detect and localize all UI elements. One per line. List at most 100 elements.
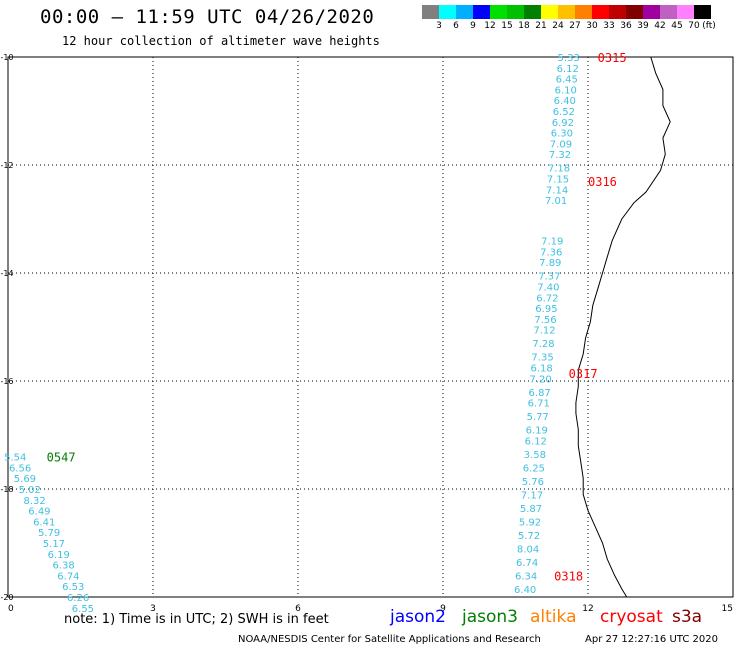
wave-height-label: 7.37 — [538, 272, 560, 283]
y-tick-label: -18 — [0, 485, 13, 494]
wave-height-label: 6.95 — [535, 304, 557, 315]
wave-height-label: 6.72 — [536, 293, 558, 304]
y-tick-label: -10 — [0, 53, 13, 62]
wave-height-label: 5.79 — [38, 528, 60, 539]
y-tick-label: -20 — [0, 593, 13, 602]
wave-height-label: 6.74 — [516, 558, 538, 569]
x-tick-label: 0 — [8, 604, 14, 614]
scale-label: 42 — [654, 21, 666, 31]
footer-credit: NOAA/NESDIS Center for Satellite Applica… — [238, 634, 541, 645]
wave-height-label: 6.30 — [551, 129, 573, 140]
wave-height-label: 6.53 — [62, 582, 84, 593]
footer-timestamp: Apr 27 12:27:16 UTC 2020 — [585, 634, 718, 645]
scale-label: 33 — [603, 21, 615, 31]
wave-height-label: 6.10 — [555, 85, 577, 96]
scale-swatch — [490, 5, 507, 19]
scale-label: 18 — [518, 21, 530, 31]
wave-height-label: 6.41 — [33, 517, 55, 528]
scale-swatch — [473, 5, 490, 19]
wave-height-label: 7.35 — [531, 353, 553, 364]
x-tick-label: 9 — [440, 604, 446, 614]
scale-swatch — [592, 5, 609, 19]
scale-swatch — [558, 5, 575, 19]
scale-swatch — [660, 5, 677, 19]
wave-height-label: 7.18 — [548, 164, 570, 175]
scale-label: 36 — [620, 21, 632, 31]
wave-height-label: 7.36 — [540, 247, 562, 258]
wave-height-label: 5.87 — [520, 504, 542, 515]
wave-height-label: 6.92 — [552, 118, 574, 129]
pass-time-label: 0315 — [598, 51, 627, 65]
wave-height-label: 6.34 — [515, 571, 537, 582]
wave-height-label: 5.69 — [14, 474, 36, 485]
scale-label: 6 — [453, 21, 459, 31]
wave-height-label: 8.32 — [23, 496, 45, 507]
wave-height-label: 6.52 — [553, 107, 575, 118]
scale-swatch — [677, 5, 694, 19]
wave-height-label: 7.32 — [549, 150, 571, 161]
wave-height-label: 6.38 — [52, 561, 74, 572]
scale-label: 15 — [501, 21, 513, 31]
wave-height-label: 7.12 — [533, 326, 555, 337]
x-tick-label: 3 — [150, 604, 156, 614]
pass-time-label: 0318 — [554, 569, 583, 583]
scale-swatch — [626, 5, 643, 19]
wave-height-label: 7.09 — [550, 139, 572, 150]
pass-time-label: 0316 — [588, 175, 617, 189]
wave-height-label: 7.15 — [547, 175, 569, 186]
scale-label: 45 — [671, 21, 683, 31]
wave-height-label: 5.76 — [522, 477, 544, 488]
scale-swatch — [609, 5, 626, 19]
scale-label: 24 — [552, 21, 564, 31]
wave-height-label: 6.40 — [514, 585, 536, 596]
wave-height-label: 7.19 — [541, 237, 563, 248]
wave-height-label: 6.12 — [525, 436, 547, 447]
x-tick-label: 15 — [722, 604, 733, 614]
pass-time-label: 0317 — [569, 367, 598, 381]
footer-note: note: 1) Time is in UTC; 2) SWH is in fe… — [64, 612, 329, 627]
y-tick-label: -12 — [0, 161, 13, 170]
wave-height-label: 7.17 — [521, 490, 543, 501]
wave-height-label: 6.26 — [67, 593, 89, 604]
scale-label: (ft) — [702, 21, 716, 31]
wave-height-label: 7.01 — [545, 196, 567, 207]
pass-time-label: 0547 — [47, 451, 76, 465]
scale-label: 70 — [688, 21, 700, 31]
wave-height-label: 7.14 — [546, 185, 568, 196]
wave-height-label: 7.20 — [530, 374, 552, 385]
wave-height-label: 7.56 — [534, 315, 556, 326]
scale-swatch — [694, 5, 711, 19]
scale-swatch — [422, 5, 439, 19]
scale-swatch — [507, 5, 524, 19]
scale-label: 3 — [436, 21, 442, 31]
wave-height-label: 7.28 — [532, 339, 554, 350]
scale-swatch — [541, 5, 558, 19]
x-tick-label: 6 — [295, 604, 301, 614]
wave-height-label: 5.33 — [558, 53, 580, 64]
wave-height-label: 7.40 — [537, 283, 559, 294]
plot-frame — [7, 56, 734, 598]
wave-height-label: 7.89 — [539, 258, 561, 269]
wave-height-label: 6.56 — [9, 463, 31, 474]
wave-height-label: 6.55 — [72, 604, 94, 615]
y-tick-label: -14 — [0, 269, 13, 278]
wave-height-label: 6.87 — [529, 388, 551, 399]
scale-label: 30 — [586, 21, 598, 31]
wave-height-label: 6.40 — [554, 96, 576, 107]
scale-swatch — [439, 5, 456, 19]
wave-height-label: 5.72 — [518, 531, 540, 542]
scale-swatch — [456, 5, 473, 19]
wave-height-label: 6.74 — [57, 571, 79, 582]
y-tick-label: -16 — [0, 377, 13, 386]
wave-height-label: 6.19 — [526, 426, 548, 437]
scale-label: 12 — [484, 21, 496, 31]
scale-label: 39 — [637, 21, 649, 31]
scale-swatch — [575, 5, 592, 19]
wave-height-label: 6.71 — [528, 399, 550, 410]
wave-height-label: 5.54 — [4, 453, 26, 464]
legend-altika: altika — [530, 607, 577, 627]
wave-height-label: 6.19 — [48, 550, 70, 561]
scale-swatch — [524, 5, 541, 19]
wave-height-label: 5.02 — [19, 485, 41, 496]
